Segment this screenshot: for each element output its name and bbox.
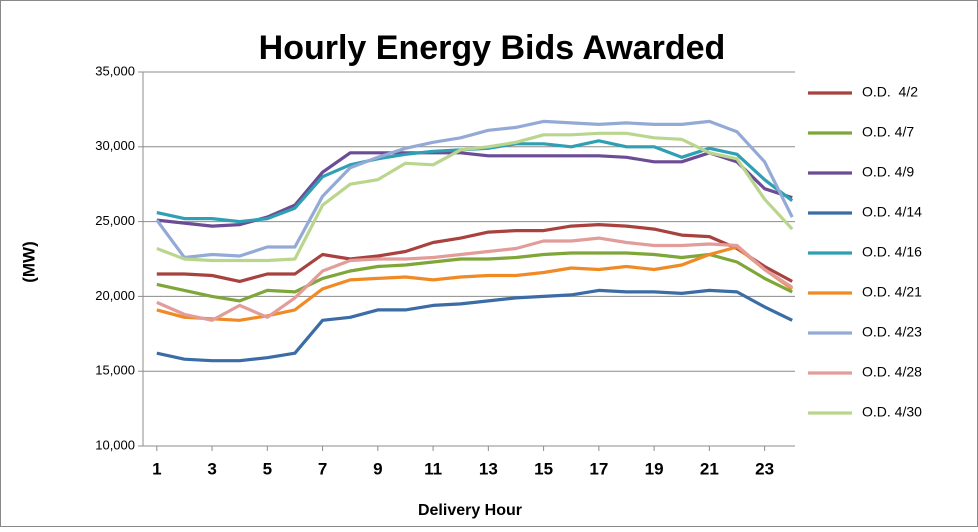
x-tick-label: 21 (700, 459, 719, 478)
legend-label: O.D. 4/2 (862, 84, 918, 100)
x-tick-label: 9 (373, 459, 382, 478)
legend-label: O.D. 4/16 (862, 244, 922, 260)
legend-label: O.D. 4/9 (862, 164, 914, 180)
legend-label: O.D. 4/28 (862, 364, 922, 380)
legend-label: O.D. 4/21 (862, 284, 922, 300)
x-tick-label: 7 (318, 459, 327, 478)
y-tick-label: 30,000 (95, 138, 135, 153)
legend-label: O.D. 4/30 (862, 404, 922, 420)
x-tick-label: 5 (263, 459, 272, 478)
x-tick-label: 23 (755, 459, 774, 478)
y-tick-label: 15,000 (95, 363, 135, 378)
legend-label: O.D. 4/23 (862, 324, 922, 340)
series-line (156, 236, 794, 322)
x-tick-label: 17 (589, 459, 608, 478)
series-line (156, 251, 793, 303)
x-tick-label: 13 (479, 459, 498, 478)
x-tick-label: 19 (645, 459, 664, 478)
y-tick-label: 25,000 (95, 213, 135, 228)
series-line (155, 119, 794, 260)
y-axis-label: (MW) (19, 241, 38, 283)
series-line (156, 131, 794, 263)
y-tick-label: 20,000 (95, 288, 135, 303)
y-tick-label: 35,000 (95, 63, 135, 78)
series-line (156, 223, 793, 283)
y-tick-label: 10,000 (95, 437, 135, 452)
legend-label: O.D. 4/7 (862, 124, 914, 140)
x-tick-label: 3 (207, 459, 216, 478)
x-tick-label: 11 (424, 459, 442, 478)
chart-title: Hourly Energy Bids Awarded (259, 29, 726, 67)
legend-label: O.D. 4/14 (862, 204, 922, 220)
series-line (156, 288, 793, 363)
x-tick-label: 15 (534, 459, 553, 478)
x-axis-label: Delivery Hour (418, 502, 522, 519)
x-tick-label: 1 (152, 459, 161, 478)
